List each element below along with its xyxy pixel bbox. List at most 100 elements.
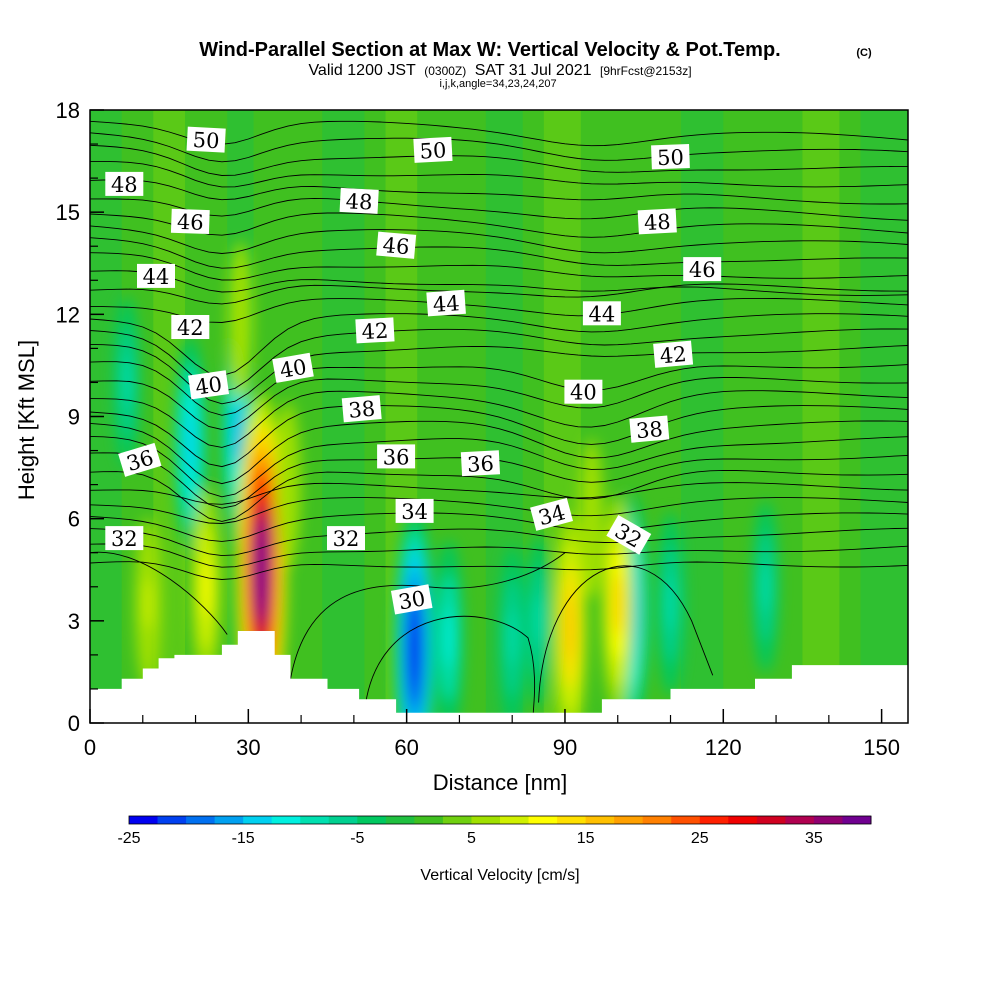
velocity-contour-fill	[283, 459, 292, 510]
theta-isentrope	[90, 225, 908, 254]
contour-label: 42	[355, 317, 395, 344]
contour-label: 36	[377, 444, 416, 469]
contour-label-box	[377, 444, 416, 469]
theta-isentrope	[90, 469, 908, 522]
velocity-contour-fill	[409, 606, 420, 690]
contour-label-text: 44	[143, 265, 170, 289]
colorbar-tick-label: -5	[350, 830, 364, 847]
colorbar-tick-label: -15	[232, 830, 255, 847]
contour-label: 30	[390, 584, 433, 615]
velocity-contour-fill	[761, 561, 770, 613]
theta-isentrope	[90, 405, 908, 468]
colorbar-swatch	[157, 816, 187, 824]
theta-isentrope	[90, 160, 908, 188]
contour-label: 42	[171, 315, 210, 340]
theta-isentrope	[90, 390, 908, 448]
colorbar-swatch	[785, 816, 815, 824]
valid-utc: (0300Z)	[424, 64, 466, 78]
contour-label-text: 44	[432, 291, 460, 317]
contour-label-box	[683, 257, 722, 282]
contour-label: 48	[339, 187, 379, 215]
theta-isentrope	[90, 343, 908, 405]
downdraft-cell	[114, 296, 140, 469]
terrain	[90, 631, 908, 723]
copyright-mark: (C)	[856, 47, 872, 59]
contour-label-box	[272, 352, 314, 383]
contour-label-text: 36	[467, 452, 495, 477]
colorbar-swatch	[271, 816, 301, 824]
theta-isentrope	[90, 377, 908, 430]
contour-label-box	[339, 187, 379, 214]
theta-isentrope	[90, 252, 908, 281]
contour-label-text: 42	[361, 319, 389, 344]
x-tick-label: 0	[84, 735, 96, 760]
contour-label-box	[105, 526, 144, 551]
x-tick-label: 150	[863, 735, 900, 760]
contour-label-text: 50	[192, 128, 220, 153]
y-tick-label: 15	[56, 200, 80, 225]
contour-label-text: 40	[570, 381, 597, 405]
x-tick-label: 120	[705, 735, 742, 760]
contour-label-text: 38	[635, 417, 664, 443]
theta-isentrope	[538, 565, 714, 703]
contour-label-text: 48	[643, 210, 671, 235]
colorbar-swatch	[585, 816, 615, 824]
contour-label-box	[637, 208, 677, 235]
colorbar-swatch	[471, 816, 501, 824]
contour-label: 48	[637, 208, 677, 235]
contour-label: 44	[137, 263, 175, 289]
contour-label-text: 32	[333, 527, 360, 551]
theta-isentrope	[90, 420, 908, 485]
contour-label-box	[606, 514, 652, 555]
velocity-contour-fill	[666, 576, 675, 632]
grid-indices: i,j,k,angle=34,23,24,207	[439, 78, 556, 90]
valid-prefix: Valid 1200 JST	[308, 62, 416, 79]
contour-label-box	[530, 497, 573, 531]
updraft-cell	[135, 517, 161, 690]
contour-label-box	[186, 126, 226, 153]
colorbar-swatch	[528, 816, 558, 824]
colorbar-swatch	[243, 816, 273, 824]
downdraft-cell	[525, 535, 552, 707]
theta-isentrope	[90, 283, 908, 305]
colorbar-tick-label: 25	[691, 830, 709, 847]
theta-isentrope	[90, 120, 908, 147]
contour-label: 46	[376, 231, 417, 259]
contour-label-box	[653, 340, 694, 368]
contour-label: 40	[272, 352, 314, 383]
colorbar-tick-label: -25	[117, 830, 140, 847]
contour-label-text: 32	[111, 527, 138, 551]
contour-label-box	[327, 526, 365, 551]
contour-label: 40	[188, 370, 230, 400]
contour-label-box	[137, 263, 175, 288]
contour-label: 46	[683, 257, 722, 282]
forecast-info: [9hrFcst@2153z]	[600, 64, 692, 78]
velocity-contour-fill	[255, 516, 268, 624]
valid-date: SAT 31 Jul 2021	[475, 62, 592, 79]
theta-isentrope	[90, 435, 908, 498]
contour-labels: 50 50 50 48 48 48 46 46 46 44 44 44 42 42 42 40 40 40 38 38…	[105, 126, 722, 615]
contour-label: 32	[606, 514, 652, 555]
contour-label-text: 46	[177, 210, 205, 235]
theta-isentrope	[90, 270, 908, 296]
colorbar-swatch	[328, 816, 358, 824]
contour-label: 40	[564, 379, 603, 405]
velocity-contour-fill	[566, 593, 575, 662]
y-tick-label: 3	[68, 609, 80, 634]
y-axis-label: Height [Kft MSL]	[14, 340, 39, 500]
contour-label-box	[413, 136, 453, 163]
colorbar-swatch	[214, 816, 244, 824]
theta-isentrope	[90, 527, 908, 557]
colorbar-swatch	[129, 816, 159, 824]
contour-label-box	[395, 498, 434, 523]
downdraft-cell	[752, 500, 779, 673]
colorbar-swatch	[671, 816, 701, 824]
theta-isentrope	[90, 497, 908, 524]
theta-isentrope	[90, 132, 908, 163]
contour-label-text: 48	[345, 189, 373, 214]
theta-isentrope	[90, 297, 908, 323]
theta-isentrope	[90, 144, 908, 176]
colorbar-swatch	[357, 816, 387, 824]
velocity-contour-fill	[534, 595, 543, 647]
